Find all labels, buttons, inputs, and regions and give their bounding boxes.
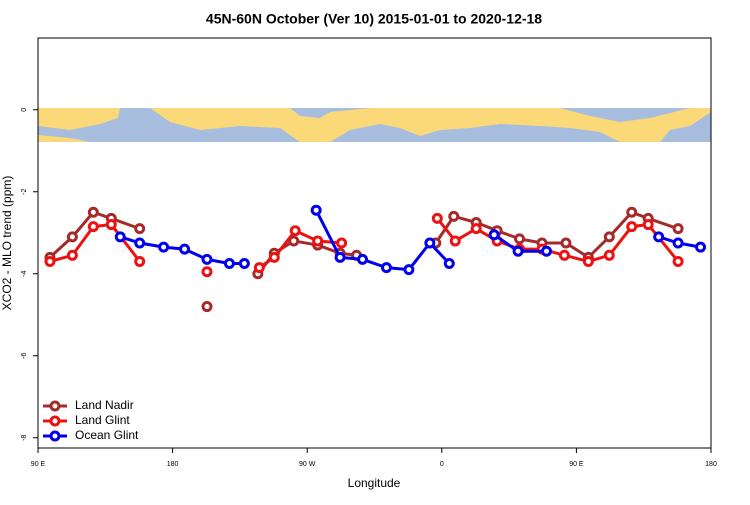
data-point <box>44 255 56 267</box>
data-point <box>288 235 300 247</box>
plot-area <box>44 204 707 313</box>
data-point <box>653 231 665 243</box>
data-point <box>66 249 78 261</box>
data-point <box>134 255 146 267</box>
y-tick-label: -2 <box>21 189 28 195</box>
legend-label: Land Glint <box>75 413 130 427</box>
data-point <box>357 253 369 265</box>
legend-marker <box>49 430 61 442</box>
legend-marker <box>49 415 61 427</box>
data-point <box>334 251 346 263</box>
data-point <box>470 223 482 235</box>
data-point <box>134 223 146 235</box>
data-point <box>443 258 455 269</box>
data-point <box>488 229 500 241</box>
y-axis-label: XCO2 - MLO trend (ppm) <box>0 176 14 311</box>
data-point <box>582 255 594 267</box>
data-point <box>626 221 638 233</box>
legend-label: Land Nadir <box>75 398 134 412</box>
data-point <box>87 206 99 218</box>
data-point <box>603 231 615 243</box>
x-axis-label: Longitude <box>348 476 401 490</box>
data-point <box>672 223 684 235</box>
data-point <box>201 253 213 265</box>
data-point <box>253 262 265 274</box>
map-band <box>38 108 711 142</box>
legend-marker <box>49 400 61 412</box>
y-tick-label: -8 <box>21 435 28 441</box>
data-point <box>424 237 436 249</box>
data-point <box>626 206 638 218</box>
data-point <box>449 235 461 247</box>
data-point <box>201 301 213 313</box>
data-point <box>514 233 526 245</box>
chart-title: 45N-60N October (Ver 10) 2015-01-01 to 2… <box>206 11 542 27</box>
data-point <box>179 243 191 255</box>
x-tick-label: 180 <box>167 461 179 468</box>
data-point <box>105 219 117 231</box>
x-tick-label: 0 <box>440 461 444 468</box>
data-point <box>310 204 322 216</box>
data-point <box>403 264 415 276</box>
x-tick-label: 180 <box>705 461 717 468</box>
data-point <box>672 255 684 267</box>
data-point <box>87 221 99 233</box>
data-point <box>380 262 392 274</box>
data-point <box>448 210 460 222</box>
y-tick-label: -6 <box>21 353 28 359</box>
data-point <box>238 258 250 269</box>
y-tick-label: 0 <box>21 108 28 112</box>
data-point <box>268 251 280 263</box>
data-point <box>223 258 235 269</box>
data-point <box>558 249 570 261</box>
x-tick-label: 90 W <box>299 461 316 468</box>
data-point <box>134 237 146 249</box>
series-line <box>48 210 141 259</box>
data-point <box>66 231 78 243</box>
data-point <box>672 237 684 249</box>
data-point <box>158 241 170 253</box>
data-point <box>201 266 213 278</box>
data-point <box>560 237 572 249</box>
data-point <box>312 235 324 247</box>
y-tick-label: -4 <box>21 271 28 277</box>
data-point <box>540 245 552 257</box>
data-point <box>603 249 615 261</box>
x-tick-label: 90 E <box>31 461 46 468</box>
plot-frame <box>37 37 712 449</box>
data-point <box>695 241 707 253</box>
data-point <box>642 219 654 231</box>
data-point <box>114 231 126 243</box>
x-tick-label: 90 E <box>569 461 584 468</box>
data-point <box>289 225 301 237</box>
legend-label: Ocean Glint <box>75 428 139 442</box>
data-point <box>336 237 348 249</box>
data-point <box>431 212 443 224</box>
data-point <box>512 245 524 257</box>
